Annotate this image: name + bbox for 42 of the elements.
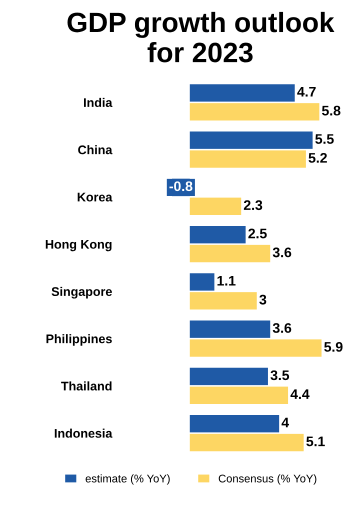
chart-title: GDP growth outlook for 2023	[68, 12, 334, 62]
legend-label: estimate (% YoY)	[86, 474, 170, 485]
bar	[190, 320, 270, 338]
bar	[190, 339, 322, 357]
bar	[190, 386, 288, 404]
data-label: 2.3	[244, 200, 262, 210]
y-tick-label: India	[84, 98, 112, 108]
y-tick-label: Thailand	[61, 381, 112, 391]
bar	[190, 198, 242, 216]
data-label: -0.8	[169, 181, 192, 192]
bar	[190, 292, 257, 310]
data-label: 5.5	[315, 134, 334, 144]
data-label: 2.5	[248, 228, 267, 238]
y-tick-label: China	[78, 145, 112, 154]
y-tick-label: Indonesia	[54, 428, 112, 438]
data-label: 5.9	[324, 342, 343, 352]
bar	[190, 150, 306, 168]
data-label: 3	[259, 294, 266, 305]
data-label: 1.1	[217, 276, 236, 286]
data-label: 5.8	[322, 106, 340, 116]
bar	[190, 368, 268, 386]
bar	[190, 226, 246, 244]
y-tick-label: Singapore	[52, 286, 112, 299]
data-label: 4.4	[290, 389, 310, 399]
bar	[190, 244, 270, 262]
legend-label: Consensus (% YoY)	[218, 474, 316, 485]
data-label: 3.6	[272, 323, 292, 333]
data-label: 4	[282, 418, 290, 428]
data-label: 3.5	[270, 370, 290, 380]
bar	[190, 84, 295, 102]
bar	[190, 131, 313, 149]
bar	[190, 414, 280, 432]
y-tick-label: Hong Kong	[46, 240, 112, 252]
y-tick-label: Philippines	[46, 334, 112, 346]
bar	[190, 273, 214, 291]
bar	[190, 434, 304, 452]
y-tick-label: Korea	[78, 192, 112, 202]
data-label: 5.2	[308, 152, 327, 163]
bar	[190, 103, 320, 121]
data-label: 5.1	[306, 436, 325, 446]
data-label: 4.7	[297, 86, 316, 97]
data-label: 3.6	[272, 247, 292, 258]
